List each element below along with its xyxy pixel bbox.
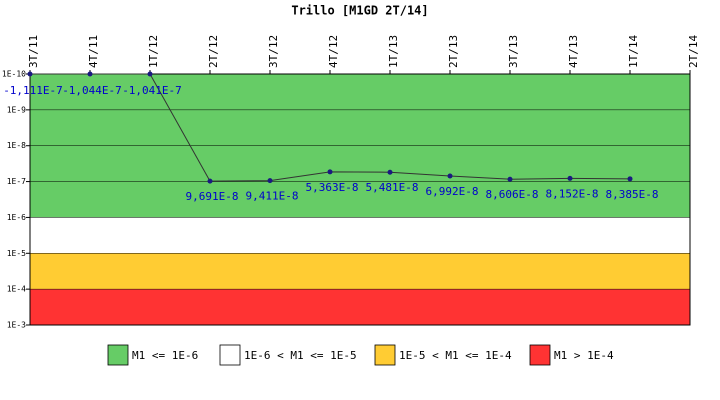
x-tick-label: 4T/12 [327, 35, 340, 68]
point [567, 175, 573, 181]
x-tick-label: 3T/12 [267, 35, 280, 68]
legend-swatch [107, 344, 129, 366]
x-tick-label: 1T/14 [627, 35, 640, 68]
data-label: 9,411E-8 [246, 190, 299, 203]
point [147, 71, 153, 77]
point [267, 178, 273, 184]
point [507, 176, 513, 182]
point [447, 173, 453, 179]
chart-title: Trillo [M1GD 2T/14] [291, 4, 428, 18]
y-tick-label: 1E-10 [2, 70, 26, 79]
legend-swatch [219, 344, 241, 366]
y-tick-label: 1E-8 [7, 141, 26, 150]
data-label: -1,041E-7 [122, 84, 182, 97]
point [87, 71, 93, 77]
x-tick-label: 1T/13 [387, 35, 400, 68]
data-label: 8,385E-8 [606, 188, 659, 201]
legend-label: 1E-5 < M1 <= 1E-4 [399, 349, 512, 362]
band [30, 289, 690, 325]
x-tick-label: 4T/11 [87, 35, 100, 68]
legend-swatch [374, 344, 396, 366]
legend-label: M1 > 1E-4 [554, 349, 614, 362]
point [387, 169, 393, 175]
point [207, 178, 213, 184]
x-tick-label: 1T/12 [147, 35, 160, 68]
y-tick-label: 1E-3 [7, 321, 26, 330]
x-tick-label: 4T/13 [567, 35, 580, 68]
band [30, 217, 690, 254]
data-label: -1,044E-7 [62, 84, 122, 97]
y-tick-label: 1E-5 [7, 249, 26, 258]
data-label: 8,152E-8 [546, 187, 599, 200]
x-tick-label: 3T/11 [27, 35, 40, 68]
x-tick-label: 2T/14 [687, 35, 700, 68]
data-label: 9,691E-8 [186, 190, 239, 203]
data-label: -1,111E-7 [3, 84, 63, 97]
x-tick-label: 2T/12 [207, 35, 220, 68]
legend-label: 1E-6 < M1 <= 1E-5 [244, 349, 357, 362]
y-tick-label: 1E-4 [7, 285, 26, 294]
y-tick-label: 1E-7 [7, 177, 26, 186]
data-label: 8,606E-8 [486, 188, 539, 201]
x-tick-label: 3T/13 [507, 35, 520, 68]
legend-swatch [529, 344, 551, 366]
y-tick-label: 1E-6 [7, 213, 26, 222]
point [327, 169, 333, 175]
point [627, 176, 633, 182]
y-tick-label: 1E-9 [7, 105, 26, 114]
legend-label: M1 <= 1E-6 [132, 349, 198, 362]
x-tick-label: 2T/13 [447, 35, 460, 68]
data-label: 6,992E-8 [426, 185, 479, 198]
point [27, 71, 33, 77]
data-label: 5,481E-8 [366, 181, 419, 194]
data-label: 5,363E-8 [306, 181, 359, 194]
band [30, 253, 690, 290]
